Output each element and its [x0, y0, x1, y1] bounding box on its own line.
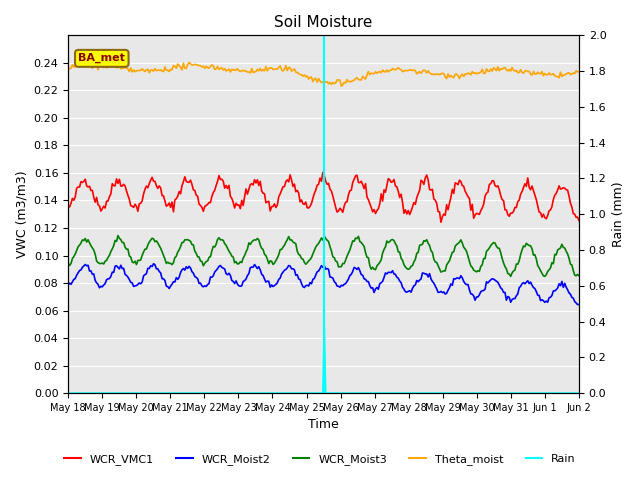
Rain [216, 390, 224, 396]
WCR_Moist2 [575, 301, 583, 307]
Line: WCR_Moist2: WCR_Moist2 [68, 264, 579, 305]
Line: Theta_moist: Theta_moist [68, 62, 579, 86]
WCR_Moist3 [218, 237, 226, 242]
Rain [127, 390, 134, 396]
Line: WCR_VMC1: WCR_VMC1 [68, 172, 579, 222]
WCR_Moist2 [150, 261, 157, 266]
Theta_moist [337, 84, 345, 89]
Y-axis label: VWC (m3/m3): VWC (m3/m3) [15, 170, 28, 258]
Title: Soil Moisture: Soil Moisture [275, 15, 372, 30]
Line: Rain: Rain [68, 325, 579, 393]
WCR_VMC1 [64, 203, 72, 209]
WCR_Moist3 [575, 273, 583, 278]
Theta_moist [244, 69, 252, 75]
Line: WCR_Moist3: WCR_Moist3 [68, 236, 579, 276]
WCR_Moist2 [244, 273, 252, 278]
Rain [288, 390, 296, 396]
WCR_Moist2 [64, 282, 72, 288]
Theta_moist [550, 71, 557, 77]
Theta_moist [218, 65, 226, 71]
WCR_Moist3 [114, 233, 122, 239]
WCR_Moist2 [235, 283, 243, 289]
Rain [242, 390, 250, 396]
Theta_moist [64, 66, 72, 72]
Theta_moist [127, 65, 134, 71]
Rain [575, 390, 583, 396]
Theta_moist [575, 69, 583, 74]
WCR_VMC1 [216, 177, 224, 182]
WCR_Moist3 [289, 239, 297, 245]
WCR_VMC1 [234, 203, 241, 208]
WCR_VMC1 [288, 177, 296, 183]
WCR_Moist3 [550, 261, 557, 266]
Theta_moist [235, 68, 243, 73]
Text: BA_met: BA_met [78, 53, 125, 63]
WCR_Moist2 [127, 279, 134, 285]
WCR_VMC1 [437, 219, 445, 225]
WCR_VMC1 [319, 169, 326, 175]
WCR_Moist3 [129, 259, 136, 265]
Rain [64, 390, 72, 396]
Rain [321, 322, 328, 328]
WCR_Moist2 [548, 293, 556, 299]
WCR_VMC1 [242, 186, 250, 192]
WCR_VMC1 [127, 203, 134, 209]
Theta_moist [185, 60, 193, 65]
Y-axis label: Rain (mm): Rain (mm) [612, 181, 625, 247]
Rain [548, 390, 556, 396]
WCR_Moist2 [573, 302, 581, 308]
WCR_Moist3 [235, 261, 243, 266]
WCR_Moist3 [507, 274, 515, 279]
Rain [234, 390, 241, 396]
WCR_VMC1 [575, 218, 583, 224]
Legend: WCR_VMC1, WCR_Moist2, WCR_Moist3, Theta_moist, Rain: WCR_VMC1, WCR_Moist2, WCR_Moist3, Theta_… [60, 450, 580, 469]
WCR_Moist2 [218, 264, 226, 270]
WCR_Moist3 [244, 246, 252, 252]
Theta_moist [289, 67, 297, 73]
WCR_VMC1 [550, 196, 557, 202]
WCR_Moist3 [64, 261, 72, 266]
WCR_Moist2 [289, 266, 297, 272]
X-axis label: Time: Time [308, 419, 339, 432]
